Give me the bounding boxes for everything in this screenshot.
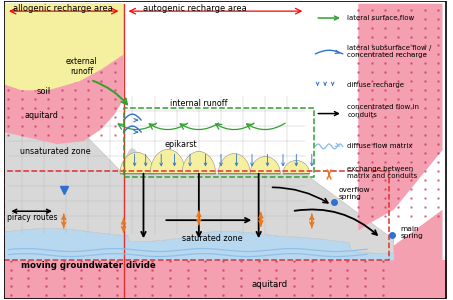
- Text: lateral subsurface flow /
concentrated recharge: lateral subsurface flow / concentrated r…: [347, 45, 432, 58]
- Polygon shape: [250, 157, 280, 174]
- Text: diffuse flow matrix: diffuse flow matrix: [347, 143, 413, 149]
- Polygon shape: [4, 1, 447, 299]
- Text: moving groundwater divide: moving groundwater divide: [21, 261, 155, 270]
- Polygon shape: [4, 4, 124, 144]
- Polygon shape: [4, 4, 124, 90]
- Text: epikarst: epikarst: [165, 140, 198, 149]
- Text: exchange between
matrix and conduits: exchange between matrix and conduits: [347, 166, 418, 179]
- Text: soil: soil: [37, 87, 51, 96]
- Polygon shape: [218, 154, 250, 174]
- Polygon shape: [4, 84, 394, 254]
- Text: external
runoff: external runoff: [66, 57, 97, 76]
- Text: allogenic recharge area: allogenic recharge area: [13, 4, 113, 13]
- Polygon shape: [150, 149, 186, 174]
- Text: diffuse recharge: diffuse recharge: [347, 82, 404, 88]
- Text: autogenic recharge area: autogenic recharge area: [143, 4, 246, 13]
- Polygon shape: [120, 152, 154, 174]
- Text: overflow
spring: overflow spring: [338, 187, 370, 200]
- Text: lateral surface flow: lateral surface flow: [347, 15, 414, 21]
- Text: aquitard: aquitard: [24, 111, 58, 120]
- Text: piracy routes: piracy routes: [8, 213, 58, 222]
- Polygon shape: [358, 4, 443, 231]
- Text: saturated zone: saturated zone: [182, 234, 242, 243]
- Text: concentrated flow in
conduits: concentrated flow in conduits: [347, 104, 419, 118]
- Text: unsaturated zone: unsaturated zone: [19, 147, 90, 156]
- Text: aquitard: aquitard: [252, 280, 288, 290]
- Polygon shape: [283, 160, 309, 174]
- Text: internal runoff: internal runoff: [170, 99, 227, 108]
- Polygon shape: [4, 229, 394, 260]
- Polygon shape: [182, 152, 216, 174]
- Polygon shape: [4, 260, 447, 299]
- Polygon shape: [394, 210, 443, 299]
- Text: main
spring: main spring: [400, 226, 423, 238]
